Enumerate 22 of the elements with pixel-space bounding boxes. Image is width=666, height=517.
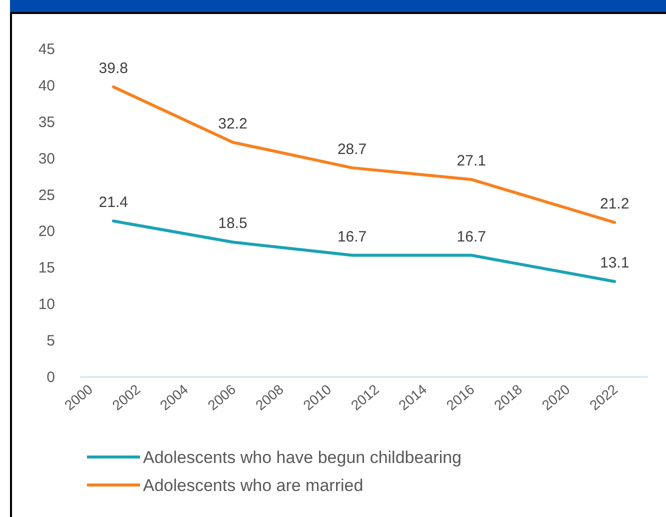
data-label: 13.1 — [600, 254, 630, 272]
y-tick-label: 40 — [38, 77, 55, 94]
data-label: 32.2 — [218, 115, 248, 132]
y-tick-label: 10 — [38, 296, 55, 314]
data-label: 21.2 — [600, 195, 630, 212]
y-tick-label: 5 — [46, 332, 55, 350]
y-tick-label: 45 — [38, 41, 55, 58]
data-label: 16.7 — [337, 228, 367, 246]
y-tick-label: 35 — [38, 114, 55, 131]
data-label: 28.7 — [337, 140, 367, 158]
data-label: 39.8 — [98, 60, 128, 77]
y-tick-label: 25 — [38, 186, 55, 204]
legend-label: Adolescents who have begun childbearing — [143, 448, 462, 467]
data-label: 27.1 — [456, 152, 486, 170]
data-label: 18.5 — [218, 215, 248, 232]
y-tick-label: 20 — [38, 223, 55, 240]
y-tick-label: 0 — [46, 369, 55, 386]
y-tick-label: 15 — [38, 260, 55, 277]
legend-label: Adolescents who are married — [143, 476, 364, 495]
data-label: 16.7 — [456, 228, 486, 246]
data-label: 21.4 — [98, 194, 128, 212]
y-tick-label: 30 — [38, 150, 55, 168]
